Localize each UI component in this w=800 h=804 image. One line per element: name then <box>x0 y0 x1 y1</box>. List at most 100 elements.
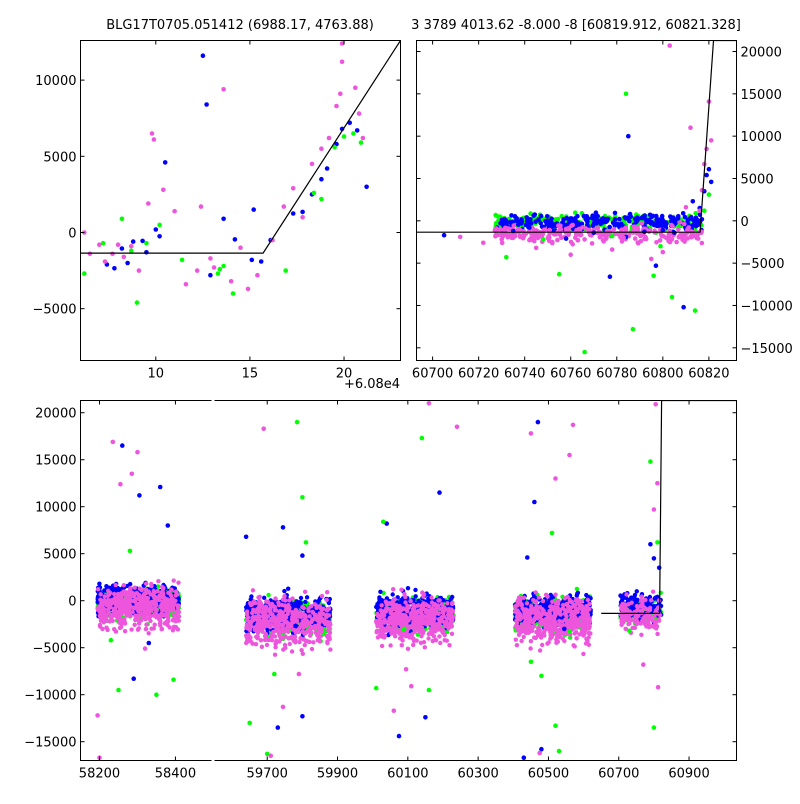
data-point <box>298 622 302 626</box>
data-point <box>355 128 360 133</box>
data-point <box>176 604 180 608</box>
data-point <box>221 264 226 269</box>
data-point <box>357 111 362 116</box>
data-point <box>291 186 296 191</box>
data-point <box>415 610 419 614</box>
data-point <box>539 214 544 219</box>
data-point <box>527 225 532 230</box>
data-point <box>155 589 159 593</box>
data-point <box>180 258 185 263</box>
data-point <box>431 629 435 633</box>
data-point <box>251 207 256 212</box>
data-point <box>257 606 261 610</box>
data-point <box>99 610 103 614</box>
x-tick-label: 60700 <box>412 367 453 382</box>
data-point <box>527 238 532 243</box>
data-point <box>610 247 615 252</box>
data-point <box>608 274 613 279</box>
data-point <box>435 627 439 631</box>
data-point <box>169 593 173 597</box>
data-point <box>667 43 672 48</box>
data-point <box>437 598 441 602</box>
y-tick-label: 0 <box>741 215 749 230</box>
data-point <box>504 255 509 260</box>
data-point <box>144 241 149 246</box>
data-point <box>255 623 259 627</box>
data-point <box>649 221 654 226</box>
data-point <box>133 618 137 622</box>
data-point <box>116 242 121 247</box>
data-point <box>325 166 330 171</box>
data-point <box>555 238 560 243</box>
data-point <box>397 632 401 636</box>
data-point <box>255 273 260 278</box>
data-point <box>391 592 395 596</box>
data-point <box>378 590 382 594</box>
data-point <box>299 596 303 600</box>
data-point <box>123 629 127 633</box>
data-point <box>304 631 308 635</box>
data-point <box>283 598 287 602</box>
data-point <box>245 612 249 616</box>
data-point <box>97 605 101 609</box>
data-point <box>282 204 287 209</box>
data-point <box>643 217 648 222</box>
data-point <box>146 612 150 616</box>
y-tick-label: −5000 <box>741 257 785 272</box>
data-point <box>594 210 599 215</box>
data-point <box>96 587 100 591</box>
data-point <box>700 241 705 246</box>
data-point <box>677 235 682 240</box>
data-point <box>388 643 392 647</box>
data-point <box>533 212 538 217</box>
data-point <box>125 261 130 266</box>
data-point <box>613 217 618 222</box>
data-point <box>602 233 607 238</box>
data-point <box>129 244 134 249</box>
data-point <box>212 265 217 270</box>
data-point <box>146 201 151 206</box>
data-point <box>259 638 263 642</box>
data-point <box>450 602 454 606</box>
data-point <box>128 614 132 618</box>
data-point <box>286 587 290 591</box>
data-point <box>412 616 416 620</box>
data-point <box>327 607 331 611</box>
data-point <box>288 642 292 646</box>
data-point <box>120 217 125 222</box>
data-point <box>293 601 297 605</box>
data-point <box>503 226 508 231</box>
data-point <box>88 252 93 257</box>
data-point <box>106 607 110 611</box>
data-point <box>582 350 587 355</box>
data-point <box>644 237 649 242</box>
data-point <box>434 607 438 611</box>
data-point <box>419 604 423 608</box>
data-point <box>221 87 226 92</box>
data-point <box>658 238 663 243</box>
data-point <box>508 232 513 237</box>
data-point <box>136 628 140 632</box>
data-point <box>156 579 160 583</box>
y-tick-label: 20000 <box>741 46 782 61</box>
data-point <box>361 136 366 141</box>
data-point <box>426 636 430 640</box>
data-point <box>584 214 589 219</box>
data-point <box>447 643 451 647</box>
data-point <box>171 628 175 632</box>
data-point <box>340 60 345 65</box>
x-tick-label: 20 <box>336 367 353 382</box>
data-point <box>322 620 326 624</box>
data-point <box>709 180 714 185</box>
data-point <box>533 219 538 224</box>
data-point <box>704 173 709 178</box>
data-point <box>568 216 573 221</box>
data-point <box>382 620 386 624</box>
data-point <box>566 233 571 238</box>
data-point <box>290 615 294 619</box>
data-point <box>661 223 666 228</box>
data-point <box>259 622 263 626</box>
data-point <box>631 327 636 332</box>
data-point <box>654 263 659 268</box>
data-point <box>422 640 426 644</box>
